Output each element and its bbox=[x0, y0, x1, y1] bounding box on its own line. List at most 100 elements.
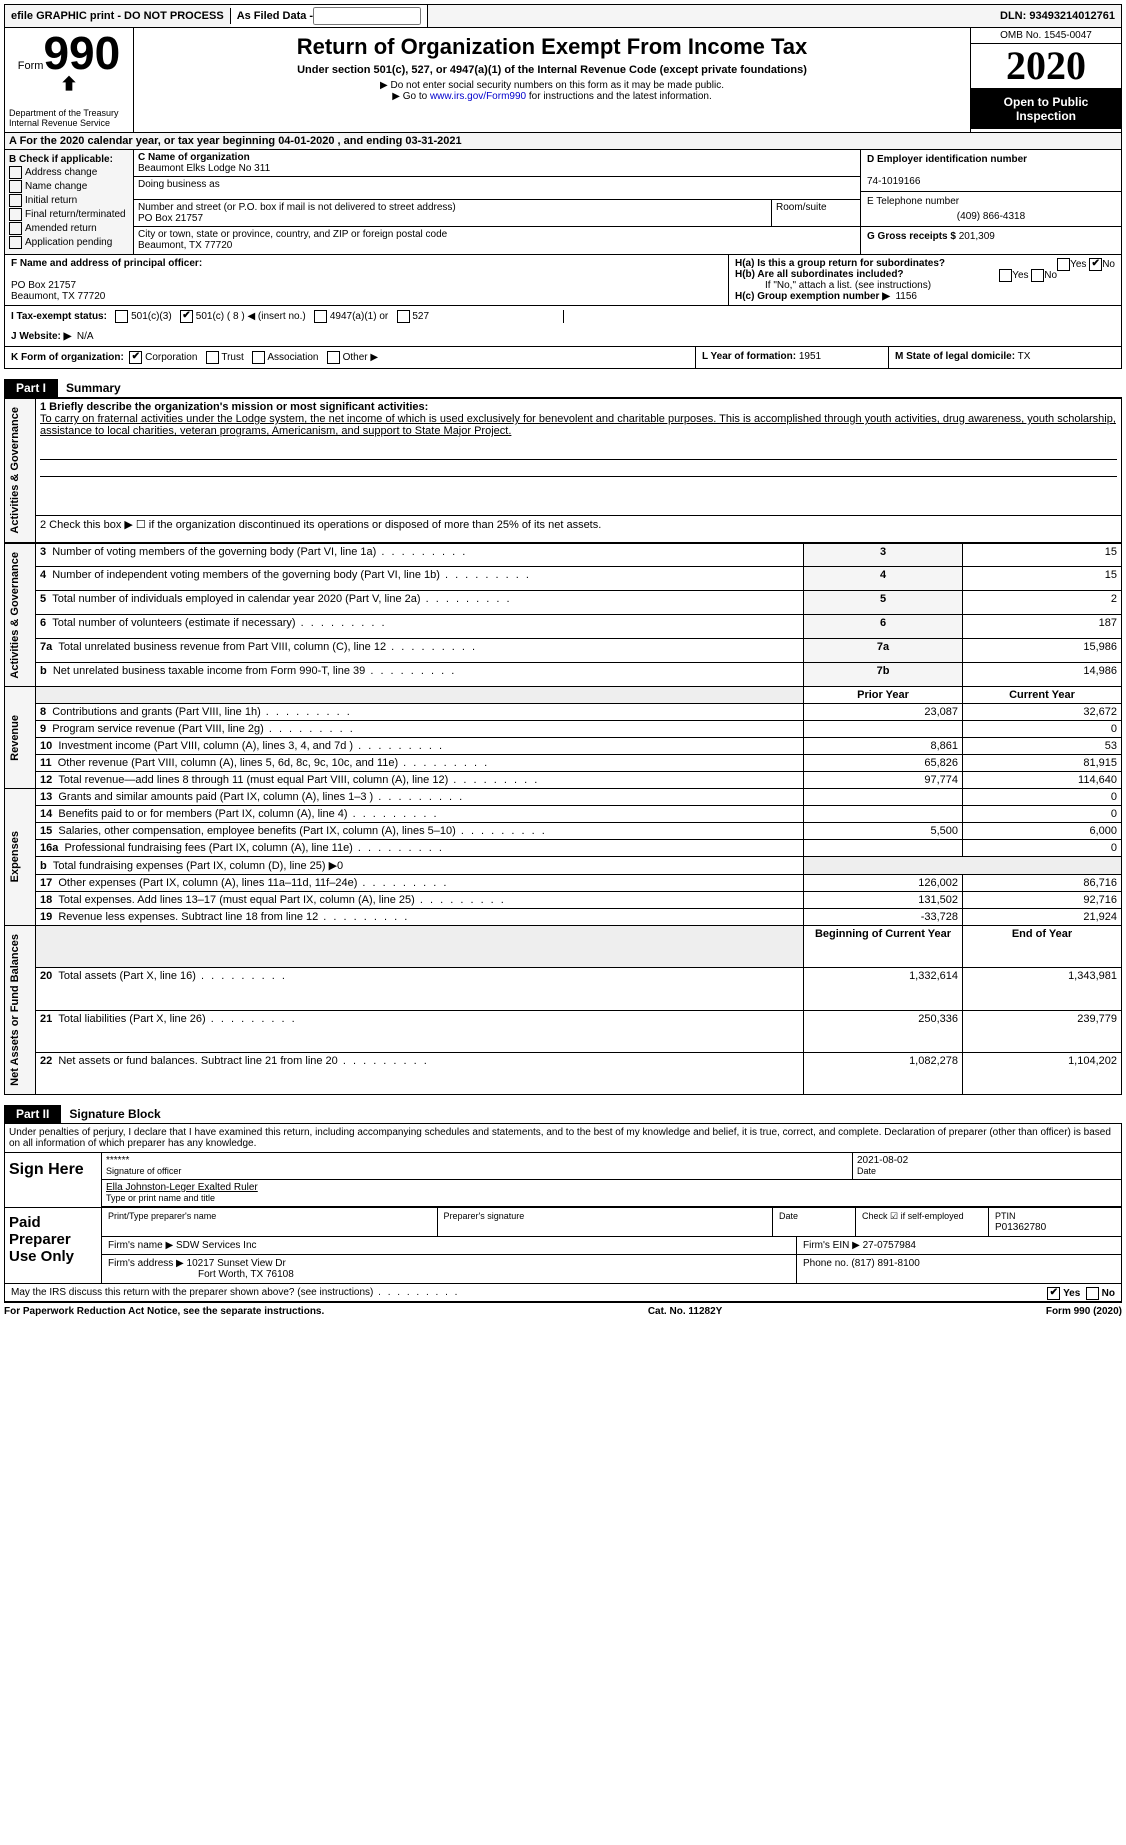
l-value: 1951 bbox=[799, 351, 821, 362]
tax-year: 2020 bbox=[971, 44, 1121, 89]
k-label: K Form of organization: bbox=[11, 352, 124, 363]
gross-label: G Gross receipts $ bbox=[867, 231, 956, 242]
k-cb-2[interactable] bbox=[252, 351, 265, 364]
city-label: City or town, state or province, country… bbox=[138, 229, 447, 240]
i-opt-0: 501(c)(3) bbox=[131, 311, 172, 322]
prep-check: Check ☑ if self-employed bbox=[856, 1208, 989, 1236]
fh-row: F Name and address of principal officer:… bbox=[4, 255, 1122, 306]
hb-yes-l: Yes bbox=[1012, 270, 1028, 281]
hb-label: H(b) Are all subordinates included? bbox=[735, 269, 904, 280]
ein-value: 74-1019166 bbox=[867, 176, 920, 187]
header-center: Return of Organization Exempt From Incom… bbox=[134, 28, 970, 132]
dba-label: Doing business as bbox=[138, 179, 220, 190]
header-left: Form990 Department of the Treasury Inter… bbox=[5, 28, 134, 132]
checkbox-addr[interactable] bbox=[9, 166, 22, 179]
k-cb-1[interactable] bbox=[206, 351, 219, 364]
i-cb-2[interactable] bbox=[314, 310, 327, 323]
form-word: Form bbox=[18, 60, 44, 72]
eagle-icon bbox=[59, 74, 79, 94]
c-name-label: C Name of organization bbox=[138, 152, 250, 163]
type-name-label: Type or print name and title bbox=[106, 1193, 215, 1203]
k-cb-0[interactable]: ✔ bbox=[129, 351, 142, 364]
hb-yes[interactable] bbox=[999, 269, 1012, 282]
line2: 2 Check this box ▶ ☐ if the organization… bbox=[36, 516, 1122, 542]
row-j: J Website: ▶ N/A bbox=[4, 327, 1122, 347]
asfiled-label: As Filed Data - bbox=[237, 10, 313, 22]
rotate-ag: Activities & Governance bbox=[5, 399, 36, 543]
l-label: L Year of formation: bbox=[702, 351, 796, 362]
org-name: Beaumont Elks Lodge No 311 bbox=[138, 163, 270, 174]
line1-text: To carry on fraternal activities under t… bbox=[40, 413, 1116, 437]
hc-label: H(c) Group exemption number ▶ bbox=[735, 291, 890, 302]
checkbox-final[interactable] bbox=[9, 208, 22, 221]
part1-header: Part I Summary bbox=[4, 379, 1122, 398]
form-number: 990 bbox=[43, 27, 120, 79]
f-addr1: PO Box 21757 bbox=[11, 280, 76, 291]
sig-officer-label: Signature of officer bbox=[106, 1166, 181, 1176]
i-cb-0[interactable] bbox=[115, 310, 128, 323]
checkbox-amended[interactable] bbox=[9, 222, 22, 235]
m-label: M State of legal domicile: bbox=[895, 351, 1015, 362]
date-label: Date bbox=[857, 1166, 876, 1176]
group-return: H(a) Is this a group return for subordin… bbox=[729, 255, 1121, 305]
declaration: Under penalties of perjury, I declare th… bbox=[5, 1124, 1121, 1153]
ha-no[interactable]: ✔ bbox=[1089, 258, 1102, 271]
ha-no-l: No bbox=[1102, 259, 1115, 270]
col-b: B Check if applicable: Address change Na… bbox=[5, 150, 134, 254]
form-note1: ▶ Do not enter social security numbers o… bbox=[140, 80, 964, 91]
principal-officer: F Name and address of principal officer:… bbox=[5, 255, 729, 305]
sign-here-label: Sign Here bbox=[5, 1153, 102, 1207]
firm-addr-label: Firm's address ▶ bbox=[108, 1258, 184, 1269]
may-no-l: No bbox=[1102, 1288, 1115, 1299]
top-bar: efile GRAPHIC print - DO NOT PROCESS As … bbox=[4, 4, 1122, 28]
form-note2: ▶ Go to www.irs.gov/Form990 for instruct… bbox=[140, 91, 964, 102]
i-cb-1[interactable]: ✔ bbox=[180, 310, 193, 323]
may-yes-l: Yes bbox=[1063, 1288, 1080, 1299]
form-subtitle: Under section 501(c), 527, or 4947(a)(1)… bbox=[140, 64, 964, 76]
checkbox-pending[interactable] bbox=[9, 236, 22, 249]
preparer-block: Paid Preparer Use Only Print/Type prepar… bbox=[4, 1208, 1122, 1284]
firm-ein-label: Firm's EIN ▶ bbox=[803, 1240, 860, 1251]
ha-yes-l: Yes bbox=[1070, 259, 1086, 270]
dln-label: DLN: 93493214012761 bbox=[994, 8, 1121, 24]
j-value: N/A bbox=[77, 331, 94, 342]
omb-label: OMB No. 1545-0047 bbox=[971, 28, 1121, 44]
h-note: If "No," attach a list. (see instruction… bbox=[735, 280, 1115, 291]
ha-label: H(a) Is this a group return for subordin… bbox=[735, 258, 945, 269]
cb-label-5: Application pending bbox=[25, 237, 112, 248]
ptin-label: PTIN bbox=[995, 1211, 1016, 1221]
hb-no[interactable] bbox=[1031, 269, 1044, 282]
k-opt-2: Association bbox=[267, 352, 318, 363]
may-yes-cb[interactable]: ✔ bbox=[1047, 1287, 1060, 1300]
firm-ein: 27-0757984 bbox=[863, 1240, 916, 1251]
addr-label: Number and street (or P.O. box if mail i… bbox=[138, 202, 456, 213]
firm-addr1: 10217 Sunset View Dr bbox=[187, 1258, 286, 1269]
f-label: F Name and address of principal officer: bbox=[11, 258, 202, 269]
part1-title: Summary bbox=[58, 379, 129, 397]
irs-link[interactable]: www.irs.gov/Form990 bbox=[430, 91, 526, 102]
prep-sig-label: Preparer's signature bbox=[444, 1211, 525, 1221]
firm-phone: (817) 891-8100 bbox=[851, 1258, 919, 1269]
footer-mid: Cat. No. 11282Y bbox=[648, 1306, 722, 1317]
sig-stars: ****** bbox=[106, 1155, 129, 1166]
ha-yes[interactable] bbox=[1057, 258, 1070, 271]
prep-name-label: Print/Type preparer's name bbox=[108, 1211, 216, 1221]
cb-label-4: Amended return bbox=[25, 223, 97, 234]
firm-phone-label: Phone no. bbox=[803, 1258, 849, 1269]
firm-addr2: Fort Worth, TX 76108 bbox=[198, 1269, 294, 1280]
room-label: Room/suite bbox=[772, 200, 860, 226]
phone-label: E Telephone number bbox=[867, 196, 959, 207]
k-cb-3[interactable] bbox=[327, 351, 340, 364]
checkbox-initial[interactable] bbox=[9, 194, 22, 207]
k-opt-3: Other ▶ bbox=[343, 352, 378, 363]
i-cb-3[interactable] bbox=[397, 310, 410, 323]
may-no-cb[interactable] bbox=[1086, 1287, 1099, 1300]
may-irs-label: May the IRS discuss this return with the… bbox=[11, 1287, 373, 1298]
part2-tag: Part II bbox=[4, 1105, 61, 1123]
signature-block: Under penalties of perjury, I declare th… bbox=[4, 1124, 1122, 1208]
may-irs-row: May the IRS discuss this return with the… bbox=[4, 1284, 1122, 1302]
checkbox-name[interactable] bbox=[9, 180, 22, 193]
col-c: C Name of organizationBeaumont Elks Lodg… bbox=[134, 150, 860, 254]
cb-label-1: Name change bbox=[25, 181, 87, 192]
asfiled-input[interactable] bbox=[313, 7, 421, 25]
